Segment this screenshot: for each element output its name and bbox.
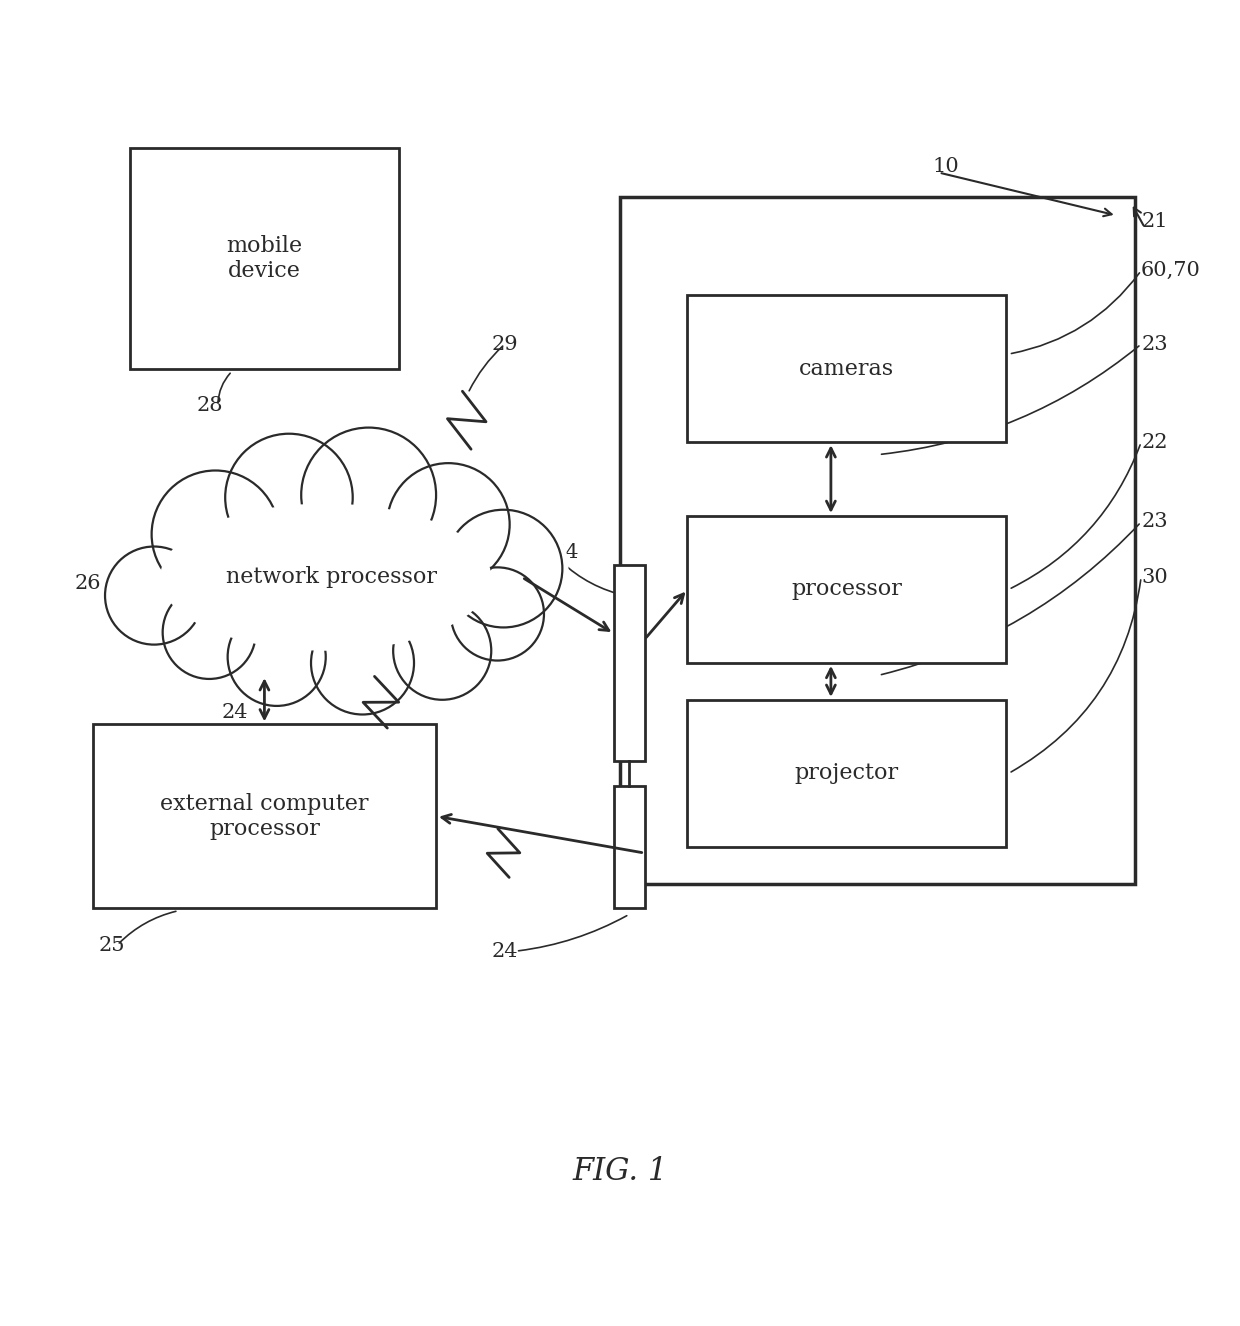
Text: cameras: cameras [800,358,894,379]
Bar [614,565,645,761]
Text: 24: 24 [553,544,579,562]
Circle shape [381,457,516,591]
Text: network processor: network processor [227,566,438,589]
Text: 23: 23 [1141,512,1168,532]
Bar [687,296,1006,443]
Text: 29: 29 [491,334,518,354]
Bar [620,198,1135,883]
Text: 24: 24 [491,941,518,960]
Text: projector: projector [795,762,899,785]
Text: external computer
processor: external computer processor [160,793,368,839]
Text: 25: 25 [99,936,125,955]
Circle shape [219,427,358,568]
Bar [687,516,1006,663]
Ellipse shape [160,504,491,651]
Bar [687,700,1006,847]
Text: 60,70: 60,70 [1141,261,1202,280]
Bar [129,149,399,369]
Circle shape [295,422,443,569]
Text: 28: 28 [197,396,223,415]
Text: mobile
device: mobile device [227,235,303,282]
Circle shape [156,579,262,686]
Text: 30: 30 [1141,568,1168,586]
Text: 23: 23 [1141,334,1168,354]
Text: 26: 26 [74,574,100,593]
Circle shape [99,541,210,651]
Circle shape [445,561,551,667]
Text: FIG. 1: FIG. 1 [573,1156,667,1187]
Text: 21: 21 [1141,212,1168,231]
Text: 10: 10 [932,156,960,176]
Circle shape [439,504,568,634]
Bar [93,724,436,908]
Circle shape [305,606,420,720]
Circle shape [222,602,332,712]
Circle shape [387,595,497,705]
Text: 22: 22 [1141,432,1168,452]
Circle shape [145,464,285,605]
Text: processor: processor [791,578,903,601]
Bar [614,785,645,908]
Text: 24: 24 [222,703,248,721]
